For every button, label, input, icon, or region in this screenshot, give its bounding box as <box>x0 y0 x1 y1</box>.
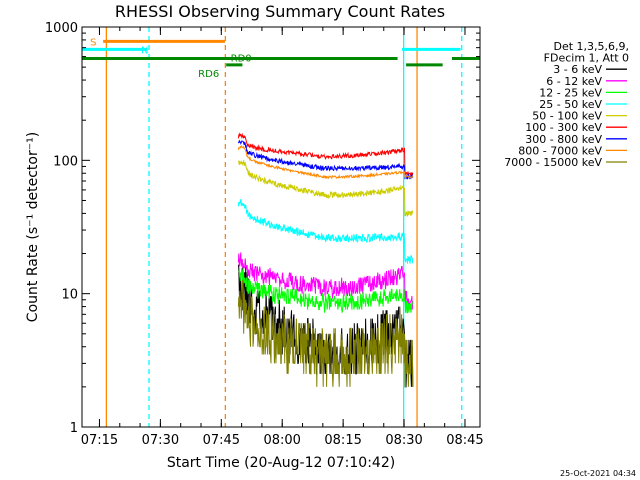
legend-header-1: Det 1,3,5,6,9, <box>553 40 629 53</box>
flag-label-s: S <box>90 37 96 48</box>
y-axis-label: Count Rate (s⁻¹ detector⁻¹) <box>25 132 41 322</box>
x-tick-label-1: 07:15 <box>81 433 118 448</box>
y-tick-label-2: 10 <box>61 288 78 303</box>
legend-label-8: 800 - 7000 keV <box>518 144 602 157</box>
timestamp: 25-Oct-2021 04:34 <box>560 469 636 478</box>
legend-label-5: 50 - 100 keV <box>532 110 602 123</box>
series-line-7 <box>237 139 414 180</box>
series-line-6 <box>237 132 414 177</box>
legend-label-1: 3 - 6 keV <box>553 63 602 76</box>
y-tick-label-4: 1000 <box>45 21 78 36</box>
y-tick-label-3: 100 <box>53 154 78 169</box>
x-tick-label-7: 08:45 <box>446 433 483 448</box>
legend-label-2: 6 - 12 keV <box>546 75 602 88</box>
series-line-2 <box>237 252 414 310</box>
series-line-9 <box>237 280 414 388</box>
plot-frame <box>81 26 481 428</box>
chart-title: RHESSI Observing Summary Count Rates <box>115 2 445 21</box>
series-line-8 <box>237 144 414 180</box>
legend-label-9: 7000 - 15000 keV <box>504 156 602 169</box>
series-line-5 <box>237 159 414 218</box>
legend-header-2: FDecim 1, Att 0 <box>544 52 629 65</box>
legend-label-7: 300 - 800 keV <box>525 133 602 146</box>
series-line-3 <box>238 267 413 314</box>
x-tick-label-3: 07:45 <box>203 433 240 448</box>
flag-label-rd6: RD6 <box>198 69 219 80</box>
series-lines <box>237 132 414 388</box>
legend-label-4: 25 - 50 keV <box>539 98 602 111</box>
flag-bars: S N RD0 RD6 <box>82 37 480 80</box>
legend-label-3: 12 - 25 keV <box>539 86 602 99</box>
x-tick-label-4: 08:00 <box>263 433 300 448</box>
axes: 1 10 100 1000 07:15 07:30 07:45 08:00 08:15 08:30… <box>45 21 484 448</box>
x-tick-label-6: 08:30 <box>385 433 422 448</box>
legend: Det 1,3,5,6,9,FDecim 1, Att 03 - 6 keV6 … <box>504 40 629 169</box>
x-axis-label: Start Time (20-Aug-12 07:10:42) <box>167 455 395 471</box>
x-tick-label-2: 07:30 <box>142 433 179 448</box>
series-line-4 <box>237 199 414 264</box>
time-markers <box>105 27 463 427</box>
x-tick-label-5: 08:15 <box>324 433 361 448</box>
flag-label-n: N <box>141 45 148 56</box>
y-tick-label-1: 1 <box>70 421 78 436</box>
flag-label-rd0: RD0 <box>231 54 252 65</box>
legend-label-6: 100 - 300 keV <box>525 121 602 134</box>
